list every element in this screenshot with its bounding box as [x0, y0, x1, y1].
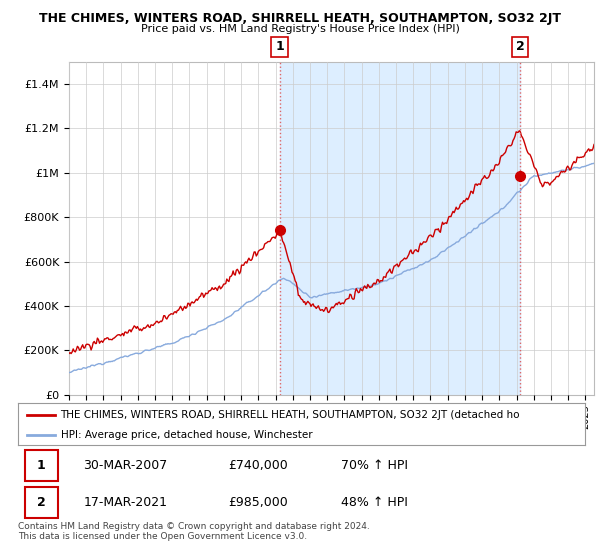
Text: 2: 2 — [516, 40, 524, 53]
Text: 2: 2 — [37, 496, 46, 509]
Text: HPI: Average price, detached house, Winchester: HPI: Average price, detached house, Winc… — [61, 430, 312, 440]
Text: Contains HM Land Registry data © Crown copyright and database right 2024.
This d: Contains HM Land Registry data © Crown c… — [18, 522, 370, 542]
Text: £985,000: £985,000 — [228, 496, 287, 509]
Text: THE CHIMES, WINTERS ROAD, SHIRRELL HEATH, SOUTHAMPTON, SO32 2JT (detached ho: THE CHIMES, WINTERS ROAD, SHIRRELL HEATH… — [61, 410, 520, 420]
Text: THE CHIMES, WINTERS ROAD, SHIRRELL HEATH, SOUTHAMPTON, SO32 2JT: THE CHIMES, WINTERS ROAD, SHIRRELL HEATH… — [39, 12, 561, 25]
Text: 70% ↑ HPI: 70% ↑ HPI — [341, 459, 408, 472]
FancyBboxPatch shape — [25, 487, 58, 518]
FancyBboxPatch shape — [25, 450, 58, 481]
Bar — [280, 62, 520, 395]
Text: 17-MAR-2021: 17-MAR-2021 — [83, 496, 167, 509]
Text: Price paid vs. HM Land Registry's House Price Index (HPI): Price paid vs. HM Land Registry's House … — [140, 24, 460, 34]
Text: 30-MAR-2007: 30-MAR-2007 — [83, 459, 167, 472]
Text: 1: 1 — [37, 459, 46, 472]
Text: 1: 1 — [275, 40, 284, 53]
Text: 48% ↑ HPI: 48% ↑ HPI — [341, 496, 408, 509]
Text: £740,000: £740,000 — [228, 459, 287, 472]
